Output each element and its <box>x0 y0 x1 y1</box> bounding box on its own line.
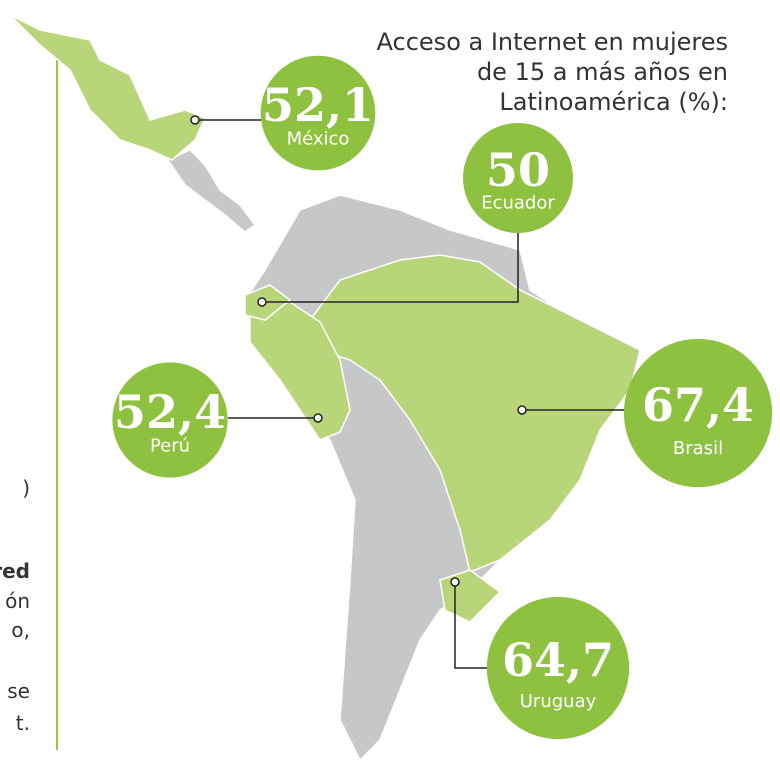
side-text-fragment: o, <box>11 618 30 642</box>
title-line: Latinoamérica (%): <box>499 88 728 116</box>
bubble <box>260 55 376 171</box>
title-line: de 15 a más años en <box>477 58 728 86</box>
callout-dots <box>190 115 527 587</box>
bubble <box>486 596 630 740</box>
value-label: 52,4 <box>114 385 226 439</box>
country-name: Uruguay <box>520 691 597 712</box>
value-label: 50 <box>486 143 550 197</box>
side-text-fragment: red <box>0 559 30 583</box>
value-label: 67,4 <box>642 378 754 432</box>
value-label: 64,7 <box>502 633 614 687</box>
country-name: Brasil <box>673 438 723 459</box>
mexico-shape <box>9 14 207 161</box>
bubble <box>463 123 573 233</box>
side-text-fragment: ) <box>22 476 30 500</box>
value-label: 52,1 <box>262 78 374 132</box>
country-name: México <box>287 129 350 150</box>
country-name: Perú <box>150 436 190 457</box>
side-text-fragment: se <box>7 679 30 703</box>
title-line: Acceso a Internet en mujeres <box>377 28 728 56</box>
side-text: ) red ón o, se t. <box>0 476 30 735</box>
side-text-fragment: t. <box>16 711 30 735</box>
central-america <box>166 149 257 233</box>
bubble <box>623 338 773 488</box>
side-text-fragment: ón <box>5 589 30 613</box>
callout-lines <box>195 119 624 669</box>
country-name: Ecuador <box>481 192 555 213</box>
bubble <box>112 362 228 478</box>
brasil-shape <box>309 254 641 574</box>
peru-shape <box>249 301 351 441</box>
